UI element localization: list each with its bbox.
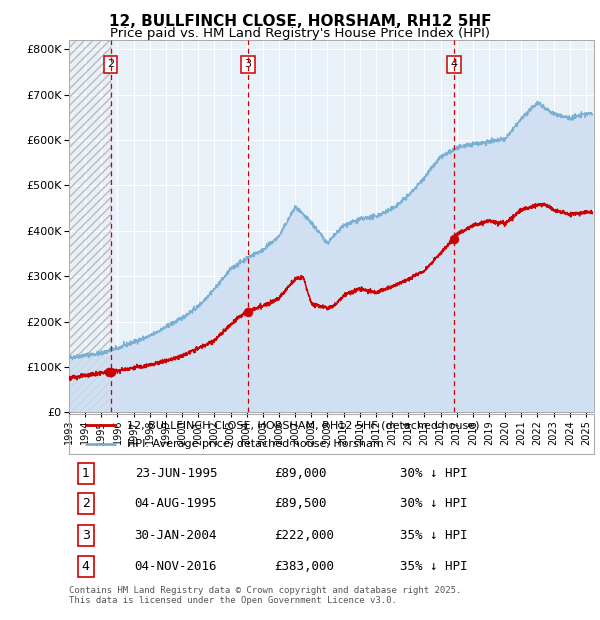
Text: 35% ↓ HPI: 35% ↓ HPI (400, 560, 467, 573)
Text: £89,000: £89,000 (274, 467, 326, 481)
Text: Price paid vs. HM Land Registry's House Price Index (HPI): Price paid vs. HM Land Registry's House … (110, 27, 490, 40)
Text: 1: 1 (82, 467, 90, 481)
Text: £89,500: £89,500 (274, 497, 326, 510)
Text: 2: 2 (107, 60, 115, 69)
Text: 30-JAN-2004: 30-JAN-2004 (134, 529, 217, 542)
Text: 12, BULLFINCH CLOSE, HORSHAM, RH12 5HF (detached house): 12, BULLFINCH CLOSE, HORSHAM, RH12 5HF (… (127, 420, 479, 430)
Text: 4: 4 (451, 60, 458, 69)
Text: 04-AUG-1995: 04-AUG-1995 (134, 497, 217, 510)
Text: 30% ↓ HPI: 30% ↓ HPI (400, 497, 467, 510)
Point (104, 367, 114, 377)
Text: 35% ↓ HPI: 35% ↓ HPI (400, 529, 467, 542)
Text: 04-NOV-2016: 04-NOV-2016 (134, 560, 217, 573)
Point (243, 307, 253, 317)
Text: 3: 3 (82, 529, 90, 542)
Text: £383,000: £383,000 (274, 560, 334, 573)
Point (449, 234, 459, 244)
Text: £222,000: £222,000 (274, 529, 334, 542)
Text: 30% ↓ HPI: 30% ↓ HPI (400, 467, 467, 481)
Point (106, 367, 116, 377)
Text: HPI: Average price, detached house, Horsham: HPI: Average price, detached house, Hors… (127, 439, 383, 449)
Text: 23-JUN-1995: 23-JUN-1995 (134, 467, 217, 481)
Text: 4: 4 (82, 560, 90, 573)
Text: 3: 3 (244, 60, 251, 69)
Text: 12, BULLFINCH CLOSE, HORSHAM, RH12 5HF: 12, BULLFINCH CLOSE, HORSHAM, RH12 5HF (109, 14, 491, 29)
Text: 2: 2 (82, 497, 90, 510)
Text: Contains HM Land Registry data © Crown copyright and database right 2025.
This d: Contains HM Land Registry data © Crown c… (69, 586, 461, 605)
